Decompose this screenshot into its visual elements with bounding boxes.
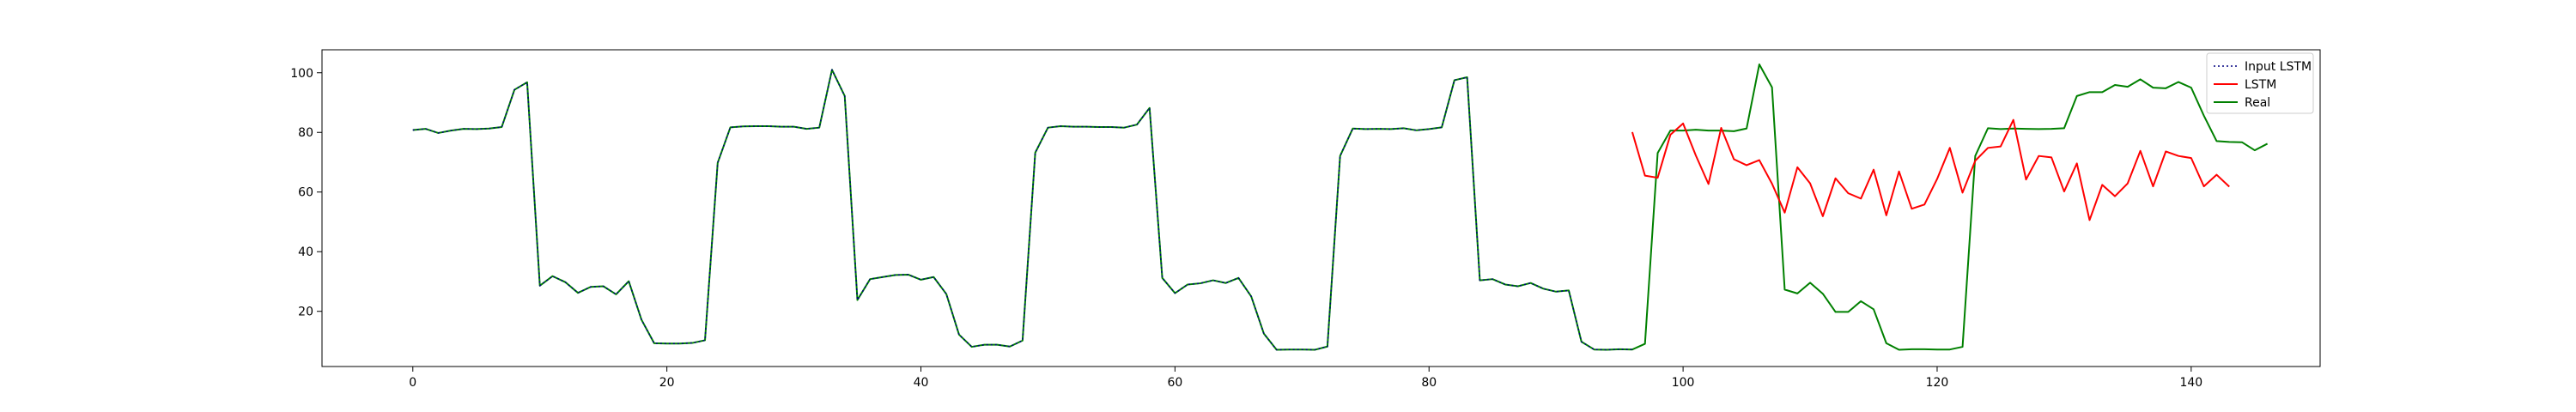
x-tick-label: 100 <box>1672 376 1695 390</box>
legend-label: Real <box>2245 96 2270 110</box>
series-layer <box>412 64 2269 351</box>
axes-frame <box>321 49 2321 367</box>
x-tick-label: 120 <box>1926 376 1949 390</box>
x-tick-label: 80 <box>1421 376 1437 390</box>
y-tick-label: 40 <box>298 245 313 259</box>
y-tick-label: 80 <box>298 126 313 140</box>
legend-label: Input LSTM <box>2245 60 2312 74</box>
legend: Input LSTM LSTM Real <box>2206 52 2314 114</box>
legend-box <box>2206 52 2314 114</box>
x-tick-label: 60 <box>1167 376 1182 390</box>
series-line-lstm <box>1631 118 2230 221</box>
ticks-layer: 0 20 40 60 80 100 120 140 20 40 60 80 100 <box>290 67 2202 390</box>
y-tick-label: 100 <box>290 67 313 81</box>
x-tick-label: 40 <box>914 376 929 390</box>
x-tick-label: 0 <box>409 376 416 390</box>
x-tick-label: 140 <box>2179 376 2202 390</box>
y-tick-label: 60 <box>298 186 313 200</box>
y-tick-label: 20 <box>298 306 313 319</box>
x-tick-label: 20 <box>659 376 675 390</box>
legend-label: LSTM <box>2245 78 2276 92</box>
series-line-real <box>412 64 2269 351</box>
